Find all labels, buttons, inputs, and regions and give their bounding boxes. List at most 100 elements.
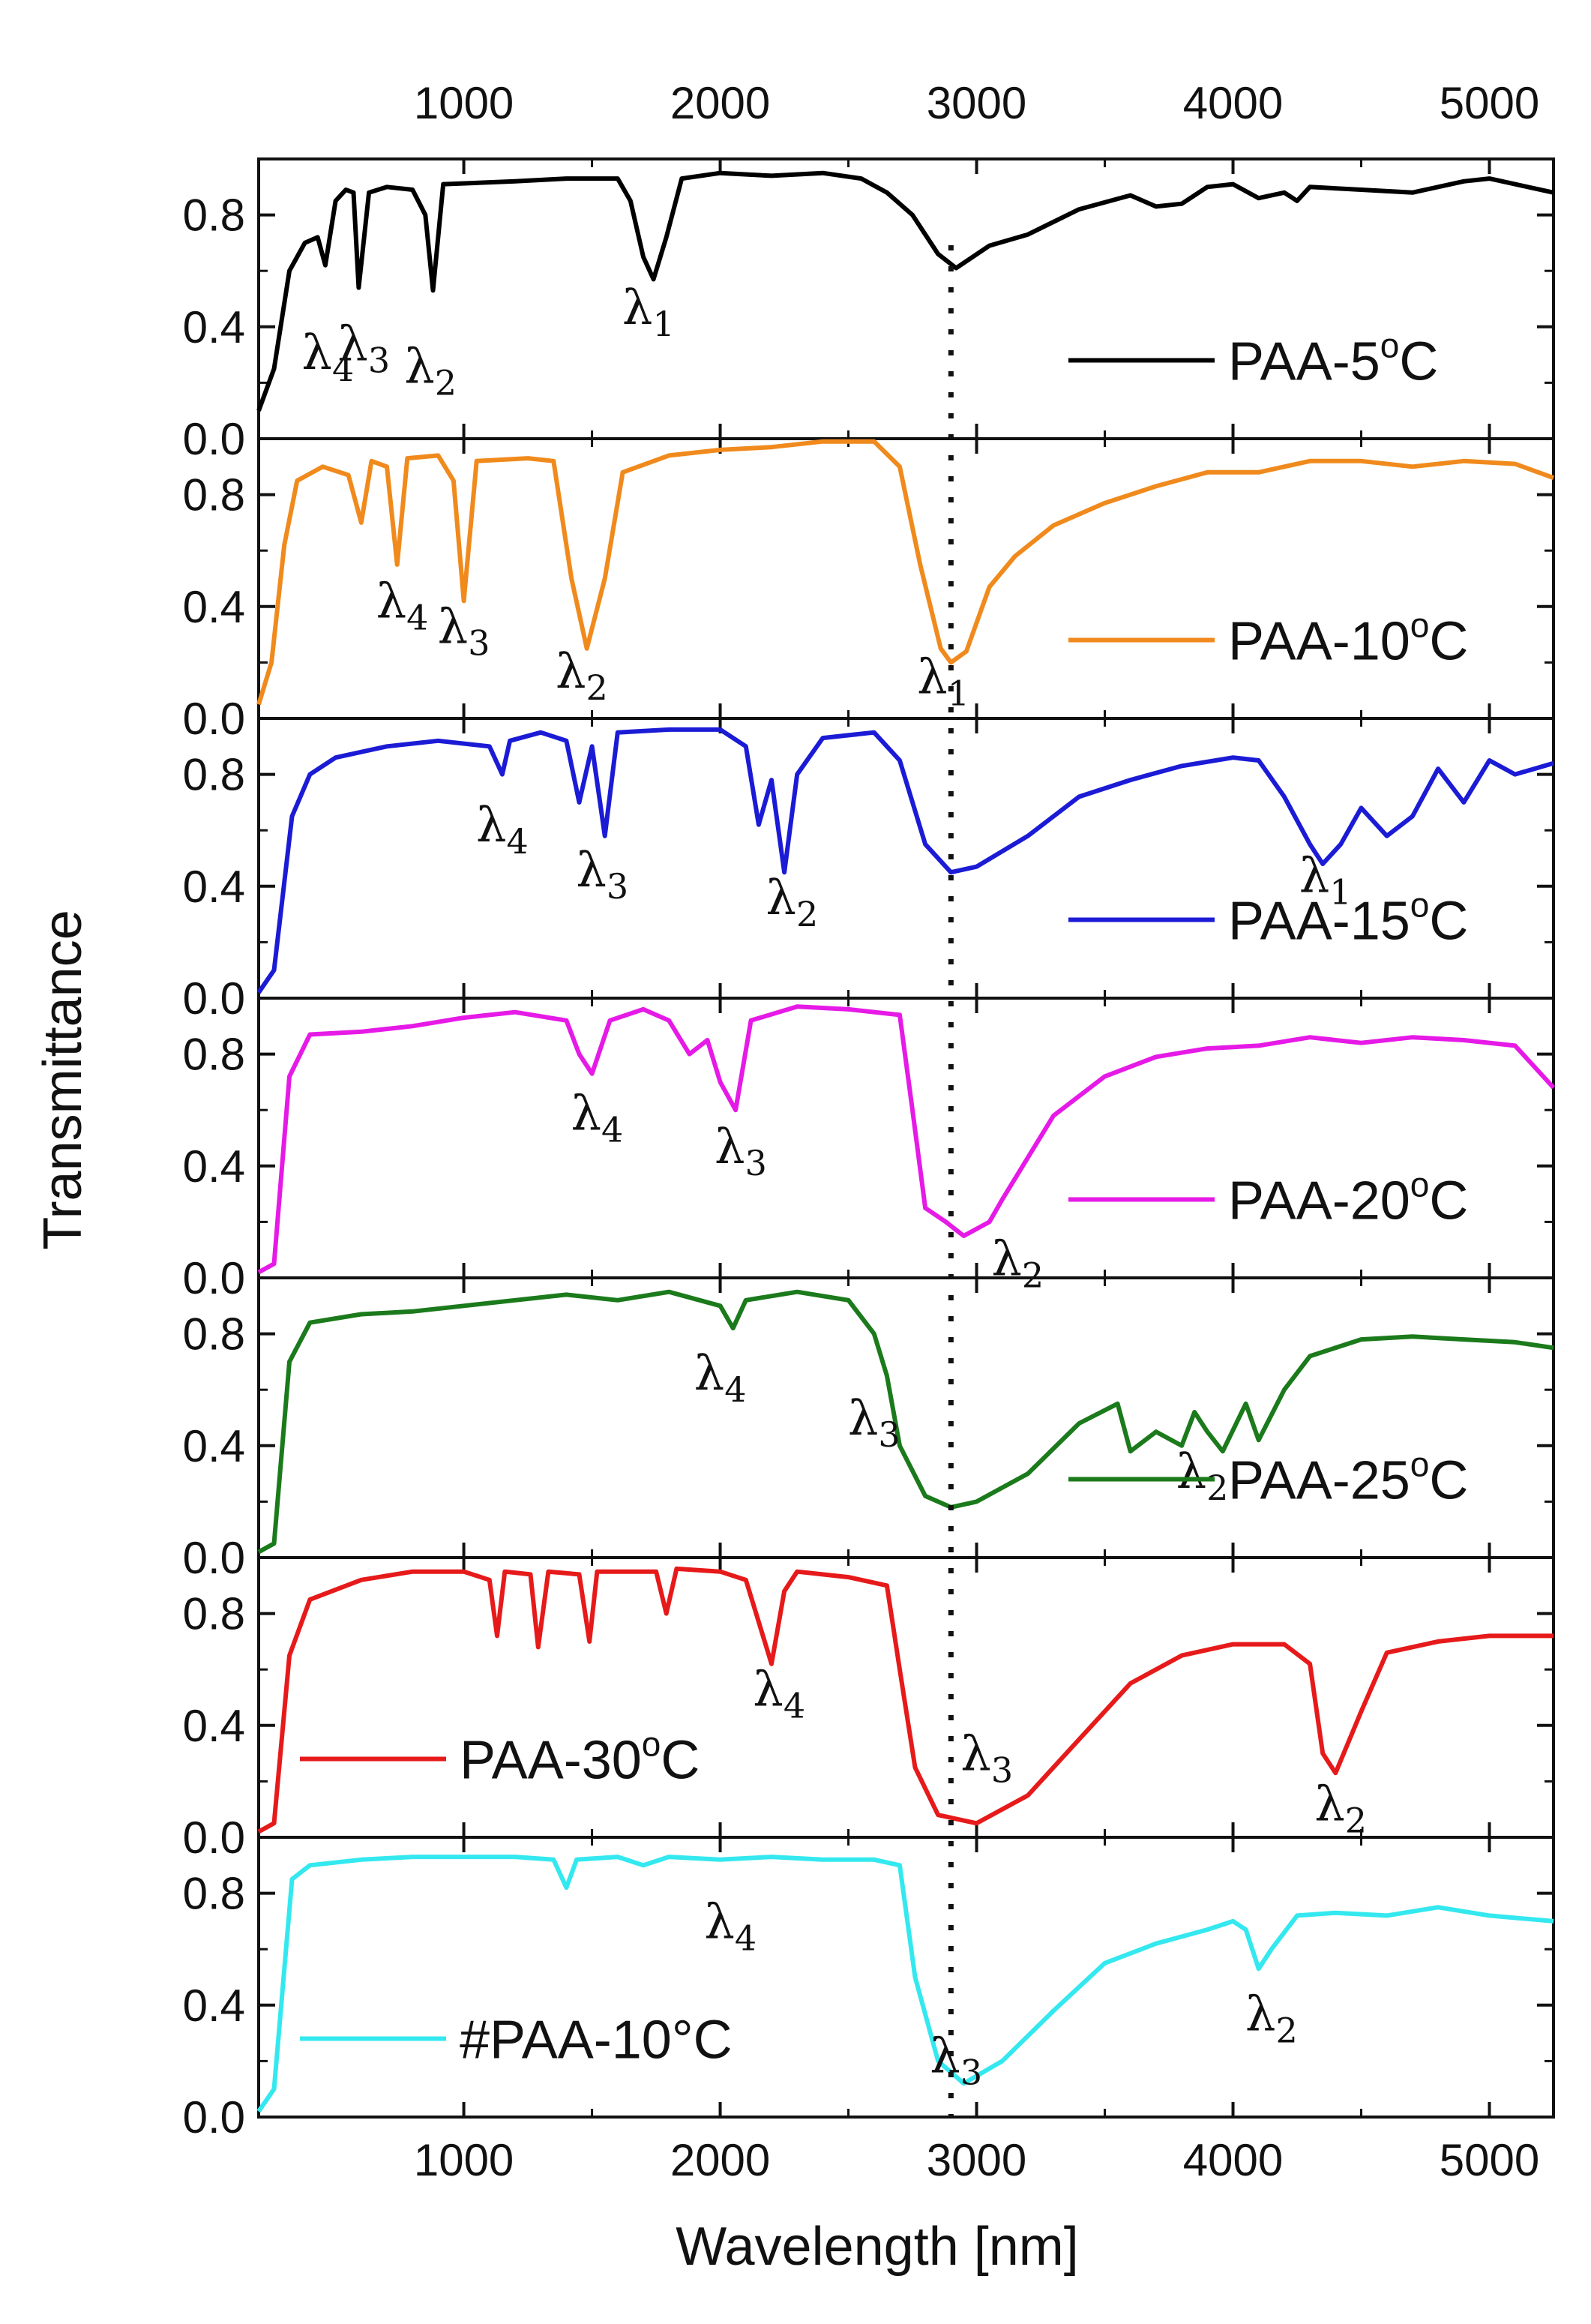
lambda-symbol: λ [766, 871, 796, 926]
legend-unit: C [1399, 332, 1438, 392]
lambda-subscript: 2 [1022, 1255, 1044, 1295]
lambda-symbol: λ [301, 325, 332, 381]
lambda-symbol: λ [556, 644, 586, 700]
lambda-label: λ3 [960, 1726, 1013, 1790]
lambda-subscript: 2 [1275, 2010, 1297, 2050]
lambda-subscript: 1 [948, 673, 969, 713]
lambda-symbol: λ [622, 280, 653, 336]
y-tick-label: 0.0 [183, 694, 245, 744]
y-tick-label: 0.8 [183, 1030, 245, 1080]
y-tick-label: 0.8 [183, 1869, 245, 1919]
lambda-subscript: 3 [878, 1414, 900, 1455]
lambda-label: λ3 [576, 843, 628, 907]
legend-degree: o [1410, 606, 1430, 645]
y-tick-label: 0.0 [183, 414, 245, 464]
legend-unit: C [1429, 1451, 1468, 1511]
lambda-label: λ1 [917, 649, 969, 713]
lambda-label: λ4 [704, 1894, 757, 1958]
series-line-5 [257, 1289, 1554, 1555]
top-x-tick-label: 1000 [414, 78, 514, 128]
legend-main: PAA-25 [1228, 1451, 1410, 1511]
legend-label: PAA-30oC [460, 1725, 700, 1791]
lambda-label: λ2 [1176, 1444, 1229, 1508]
legend-label: PAA-20oC [1228, 1165, 1468, 1231]
lambda-symbol: λ [576, 843, 607, 898]
bottom-x-axis: 1000 2000 3000 4000 5000 [414, 2135, 1539, 2185]
lambda-symbol: λ [930, 2029, 960, 2084]
lambda-subscript: 2 [796, 894, 818, 934]
legend-unit: C [1429, 892, 1468, 952]
lambda-label: λ2 [1314, 1777, 1367, 1841]
y-tick-label: 0.4 [183, 302, 245, 352]
lambda-label: λ3 [438, 599, 490, 663]
bottom-x-tick-label: 5000 [1440, 2135, 1539, 2185]
lambda-symbol: λ [1176, 1444, 1207, 1500]
legend-unit: C [661, 1731, 700, 1791]
lambda-subscript: 3 [368, 340, 390, 381]
legend-label: #PAA-10°C [460, 2011, 733, 2071]
legend-unit: C [1429, 612, 1468, 672]
legend-main: PAA-20 [1228, 1171, 1410, 1231]
lambda-subscript: 3 [991, 1750, 1013, 1790]
lambda-symbol: λ [571, 1086, 601, 1141]
panel-frame [257, 1276, 1555, 1559]
y-tick-label: 0.0 [183, 973, 245, 1024]
legend-label: PAA-10oC [1228, 606, 1468, 672]
lambda-symbol: λ [376, 574, 407, 630]
lambda-label: λ4 [753, 1663, 805, 1726]
lambda-label: λ4 [376, 574, 429, 638]
bottom-x-tick-label: 3000 [927, 2135, 1026, 2185]
legend-label: PAA-25oC [1228, 1445, 1468, 1511]
legend-main: PAA-30 [460, 1731, 642, 1791]
y-tick-label: 0.0 [183, 1253, 245, 1303]
lambda-subscript: 4 [735, 1918, 757, 1958]
lambda-symbol: λ [848, 1391, 879, 1447]
lambda-label: λ1 [622, 280, 675, 344]
lambda-label: λ3 [715, 1120, 767, 1183]
lambda-subscript: 2 [1345, 1801, 1367, 1841]
y-tick-label: 0.4 [183, 1141, 245, 1192]
lambda-subscript: 2 [1206, 1468, 1228, 1508]
lambda-symbol: λ [960, 1726, 991, 1782]
top-x-tick-label: 5000 [1440, 78, 1539, 128]
lambda-symbol: λ [438, 599, 469, 655]
x-axis-title: Wavelength [nm] [676, 2217, 1079, 2277]
legend-label: PAA-5oC [1228, 326, 1438, 392]
lambda-label: λ4 [476, 798, 529, 862]
lambda-label: λ4 [571, 1086, 623, 1150]
legend-degree: o [1380, 326, 1400, 365]
lambda-subscript: 4 [332, 349, 354, 389]
lambda-label: λ2 [1245, 1987, 1298, 2050]
y-tick-label: 0.0 [183, 2092, 245, 2143]
series-line-4 [257, 1004, 1556, 1275]
lambda-label: λ3 [930, 2029, 982, 2092]
legend-main: PAA-10 [1228, 612, 1410, 672]
lambda-label: λ3 [337, 317, 390, 381]
lambda-symbol: λ [404, 339, 435, 394]
y-tick-label: 0.0 [183, 1533, 245, 1583]
series-line-1 [256, 170, 1554, 412]
panel-frame [257, 997, 1555, 1279]
legend-main: PAA-15 [1228, 892, 1410, 952]
top-x-tick-label: 2000 [670, 78, 770, 128]
lambda-symbol: λ [337, 317, 368, 373]
lambda-symbol: λ [715, 1120, 745, 1175]
lambda-subscript: 4 [507, 821, 529, 862]
lambda-subscript: 4 [724, 1369, 746, 1410]
lambda-label: λ4 [301, 325, 354, 389]
bottom-x-tick-label: 2000 [670, 2135, 770, 2185]
series-line-7 [256, 1855, 1554, 2113]
panel-frame [257, 1836, 1555, 2119]
lambda-subscript: 1 [652, 304, 674, 344]
lambda-subscript: 3 [745, 1143, 767, 1183]
legend-degree: o [1410, 1165, 1430, 1204]
lambda-subscript: 2 [435, 362, 457, 403]
lambda-symbol: λ [694, 1346, 725, 1402]
lambda-subscript: 4 [601, 1109, 623, 1150]
y-tick-label: 0.8 [183, 1309, 245, 1360]
y-tick-label: 0.8 [183, 190, 245, 241]
legend-degree: o [642, 1725, 661, 1764]
